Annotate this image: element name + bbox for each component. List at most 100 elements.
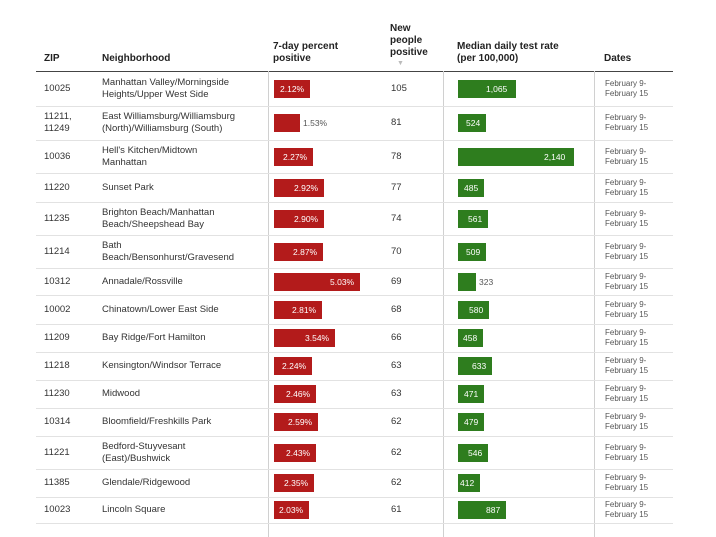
pct-positive-label: 1.53%	[303, 118, 328, 128]
test-rate-bar	[458, 273, 476, 291]
table-header: ZIP Neighborhood 7-day percent positive …	[36, 12, 673, 72]
pct-positive-bar	[274, 474, 314, 492]
new-positive-cell: 69	[391, 276, 402, 287]
header-new-positive[interactable]: New people positive	[390, 23, 428, 58]
pct-positive-label: 2.03%	[279, 505, 304, 515]
test-rate-bar	[458, 80, 516, 98]
dates-cell: February 9- February 15	[605, 356, 649, 375]
pct-positive-label: 2.27%	[283, 152, 308, 162]
dates-cell: February 9- February 15	[605, 500, 649, 519]
neighborhood-cell: Hell's Kitchen/Midtown Manhattan	[102, 145, 198, 168]
zip-cell: 11230	[44, 388, 70, 399]
test-rate-bar	[458, 243, 486, 261]
test-rate-bar	[458, 385, 484, 403]
zip-cell: 11220	[44, 182, 70, 193]
test-rate-bar	[458, 474, 480, 492]
pct-positive-bar	[274, 385, 316, 403]
table-row: 11218 Kensington/Windsor Terrace 63 Februar…	[36, 352, 673, 381]
new-positive-cell: 78	[391, 151, 402, 162]
new-positive-cell: 68	[391, 304, 402, 315]
zip-cell: 11218	[44, 360, 70, 371]
column-divider	[594, 71, 595, 537]
table-row: 11235 Brighton Beach/Manhattan Beach/Shee…	[36, 202, 673, 236]
neighborhood-cell: Kensington/Windsor Terrace	[102, 360, 222, 371]
header-zip[interactable]: ZIP	[44, 53, 60, 64]
test-rate-label: 546	[468, 448, 483, 458]
zip-cell: 11214	[44, 246, 70, 257]
test-rate-label: 458	[463, 333, 478, 343]
header-neighborhood[interactable]: Neighborhood	[102, 53, 171, 64]
table-row: 10002 Chinatown/Lower East Side 68 February…	[36, 295, 673, 325]
table-row: 10036 Hell's Kitchen/Midtown Manhattan 78 F…	[36, 140, 673, 174]
neighborhood-cell: East Williamsburg/Williamsburg (North)/W…	[102, 111, 236, 134]
pct-positive-label: 5.03%	[330, 277, 355, 287]
test-rate-bar	[458, 329, 483, 347]
test-rate-label: 524	[466, 118, 481, 128]
zip-cell: 11221	[44, 447, 70, 458]
pct-positive-label: 2.81%	[292, 305, 317, 315]
new-positive-cell: 63	[391, 388, 402, 399]
test-rate-bar	[458, 501, 506, 519]
pct-positive-bar	[274, 148, 313, 166]
new-positive-cell: 105	[391, 83, 407, 94]
table-row: 11221 Bedford-Stuyvesant (East)/Bushwick 6…	[36, 436, 673, 470]
neighborhood-cell: Bath Beach/Bensonhurst/Gravesend	[102, 240, 235, 263]
dates-cell: February 9- February 15	[605, 242, 649, 261]
neighborhood-cell: Brighton Beach/Manhattan Beach/Sheepshea…	[102, 207, 215, 230]
test-rate-label: 561	[468, 214, 483, 224]
new-positive-cell: 74	[391, 213, 402, 224]
test-rate-label: 479	[464, 417, 479, 427]
pct-positive-bar	[274, 243, 323, 261]
dates-cell: February 9- February 15	[605, 473, 649, 492]
header-test-rate[interactable]: Median daily test rate (per 100,000)	[457, 41, 559, 64]
test-rate-label: 412	[460, 478, 475, 488]
test-rate-bar	[458, 179, 484, 197]
neighborhood-cell: Bedford-Stuyvesant (East)/Bushwick	[102, 441, 186, 464]
zip-cell: 11211, 11249	[44, 111, 72, 134]
neighborhood-cell: Manhattan Valley/Morningside Heights/Upp…	[102, 77, 230, 100]
new-positive-cell: 81	[391, 117, 402, 128]
pct-positive-bar	[274, 357, 312, 375]
pct-positive-bar	[274, 301, 322, 319]
dates-cell: February 9- February 15	[605, 272, 649, 291]
dates-cell: February 9- February 15	[605, 300, 649, 319]
neighborhood-cell: Midwood	[102, 388, 141, 399]
pct-positive-bar	[274, 179, 324, 197]
pct-positive-bar	[274, 501, 309, 519]
test-rate-label: 509	[466, 247, 481, 257]
new-positive-cell: 66	[391, 332, 402, 343]
table-row: 10023 Lincoln Square 61 February 9- Februar…	[36, 497, 673, 524]
zip-positivity-table: ZIP Neighborhood 7-day percent positive …	[36, 12, 673, 537]
test-rate-bar	[458, 444, 488, 462]
neighborhood-cell: Chinatown/Lower East Side	[102, 304, 219, 315]
column-divider	[443, 71, 444, 537]
header-dates[interactable]: Dates	[604, 53, 632, 64]
dates-cell: February 9- February 15	[605, 412, 649, 431]
zip-cell: 10314	[44, 416, 71, 427]
test-rate-bar	[458, 301, 489, 319]
table-row: 10312 Annadale/Rossville 69 February 9- Feb…	[36, 268, 673, 296]
test-rate-label: 485	[464, 183, 479, 193]
table-row: 10025 Manhattan Valley/Morningside Height…	[36, 72, 673, 107]
table-row: 11385 Glendale/Ridgewood 62 February 9- Feb…	[36, 469, 673, 498]
neighborhood-cell: Glendale/Ridgewood	[102, 477, 191, 488]
zip-cell: 10025	[44, 83, 71, 94]
new-positive-cell: 61	[391, 504, 402, 515]
header-pct-positive[interactable]: 7-day percent positive	[273, 41, 339, 64]
pct-positive-bar	[274, 273, 360, 291]
neighborhood-cell: Lincoln Square	[102, 504, 166, 515]
pct-positive-label: 2.46%	[286, 389, 311, 399]
table-row: 11209 Bay Ridge/Fort Hamilton 66 February 9…	[36, 324, 673, 353]
zip-cell: 10312	[44, 276, 71, 287]
table-row: 11211, 11249 East Williamsburg/Williamsbu…	[36, 106, 673, 141]
new-positive-cell: 70	[391, 246, 402, 257]
pct-positive-bar	[274, 114, 300, 132]
pct-positive-bar	[274, 413, 318, 431]
pct-positive-label: 2.24%	[282, 361, 307, 371]
table-row: 11230 Midwood 63 February 9- February 15 2.4…	[36, 380, 673, 409]
zip-cell: 11209	[44, 332, 70, 343]
test-rate-label: 887	[486, 505, 501, 515]
sort-desc-icon[interactable]: ▼	[397, 60, 404, 67]
table-row: 11214 Bath Beach/Bensonhurst/Gravesend 70 F…	[36, 235, 673, 269]
test-rate-label: 580	[469, 305, 484, 315]
